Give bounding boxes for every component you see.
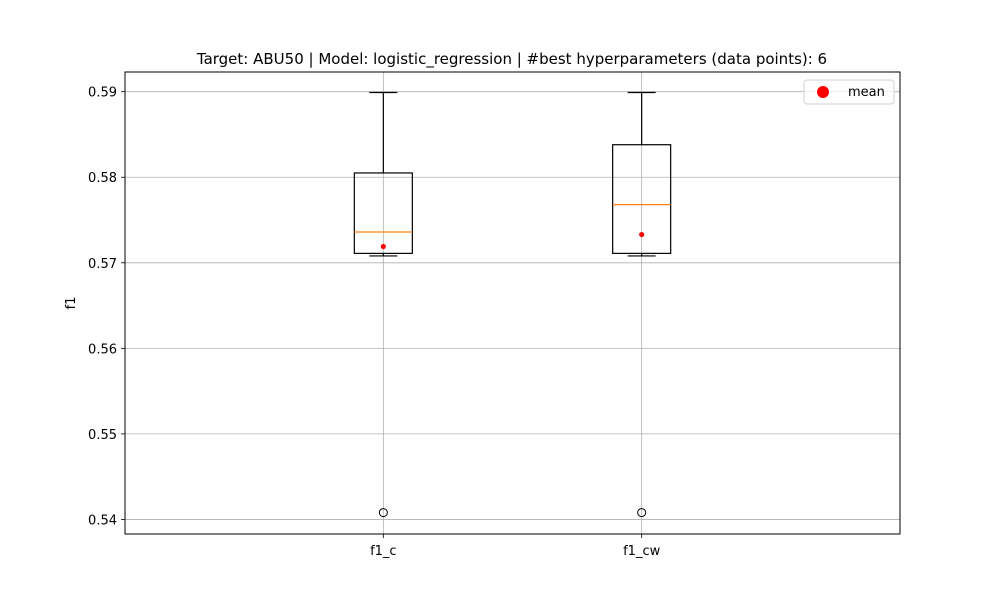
y-tick-label: 0.57 [88, 257, 117, 272]
box-iqr [612, 144, 672, 254]
y-tick-label: 0.59 [88, 86, 117, 101]
y-axis-label: f1 [64, 297, 79, 310]
y-tick-label: 0.56 [88, 342, 117, 357]
legend: mean [803, 79, 895, 105]
grid-layer [125, 72, 900, 534]
outlier-point [378, 508, 388, 518]
plot-frame [124, 71, 901, 535]
y-tick-label: 0.54 [88, 513, 117, 528]
legend-mean-marker [817, 86, 829, 98]
axes-layer: 0.54 0.55 0.56 0.57 0.58 0.59 f1_c f1_cw [88, 71, 901, 559]
legend-mean-label: mean [848, 85, 885, 100]
y-tick-label: 0.55 [88, 428, 117, 443]
box-f1_cw [612, 91, 672, 518]
x-tick-label: f1_c [370, 544, 397, 559]
box-f1_c [353, 91, 413, 518]
box-iqr [353, 172, 413, 254]
marks-layer [353, 91, 672, 518]
legend-frame [803, 79, 895, 105]
outlier-point [637, 508, 647, 518]
mean-marker [380, 243, 386, 250]
chart-title: Target: ABU50 | Model: logistic_regressi… [196, 50, 827, 69]
x-tick-label: f1_cw [623, 544, 660, 559]
mean-marker [639, 231, 645, 238]
y-tick-label: 0.58 [88, 171, 117, 186]
